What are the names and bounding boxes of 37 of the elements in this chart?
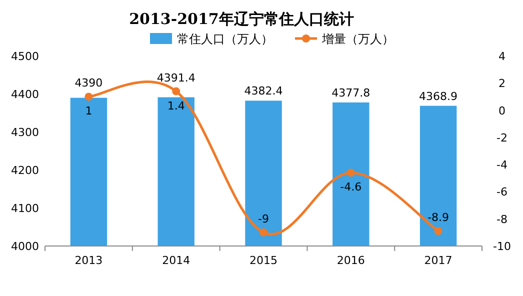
y-tick-label: 4200 — [11, 164, 39, 177]
y2-tick-label: -6 — [496, 186, 508, 199]
y2-tick-label: -4 — [496, 158, 508, 172]
legend-label: 增量（万人） — [321, 32, 394, 46]
y2-tick-label: -2 — [496, 131, 508, 144]
y2-tick-label: 2 — [498, 77, 506, 90]
y-tick-label: 4100 — [11, 202, 39, 215]
x-tick-label: 2017 — [424, 254, 452, 267]
y2-tick-label: -10 — [493, 240, 511, 253]
data-label: 1 — [85, 104, 92, 118]
data-label: 4368.9 — [419, 90, 458, 103]
point — [346, 168, 355, 177]
y2-tick-label: 4 — [498, 50, 506, 63]
y-tick-label: 4000 — [11, 240, 39, 253]
data-label: -4.6 — [340, 180, 362, 194]
x-tick-label: 2014 — [162, 254, 190, 267]
y2-tick-label: -8 — [496, 212, 508, 226]
x-tick-label: 2016 — [336, 254, 365, 267]
y-tick-label: 4400 — [11, 88, 39, 101]
point — [84, 92, 93, 101]
data-label: -8.9 — [428, 211, 450, 224]
point — [260, 228, 268, 236]
x-tick-label: 2015 — [250, 254, 278, 267]
data-label: 4382.4 — [244, 84, 283, 98]
y-tick-label: 4500 — [11, 50, 39, 63]
x-tick-label: 2013 — [74, 254, 103, 267]
data-label: 4377.8 — [332, 86, 370, 100]
y2-tick-label: 0 — [498, 104, 506, 118]
legend-label: 常住人口（万人） — [177, 32, 273, 46]
data-label: 4390 — [74, 76, 103, 90]
chart-title: 2013-2017年辽宁常住人口统计 — [129, 10, 354, 28]
data-label: -9 — [258, 212, 269, 226]
point — [172, 87, 180, 96]
y-tick-label: 4300 — [11, 126, 39, 139]
data-label: 4391.4 — [156, 71, 196, 84]
data-label: 1.4 — [167, 99, 185, 112]
point — [434, 227, 442, 236]
